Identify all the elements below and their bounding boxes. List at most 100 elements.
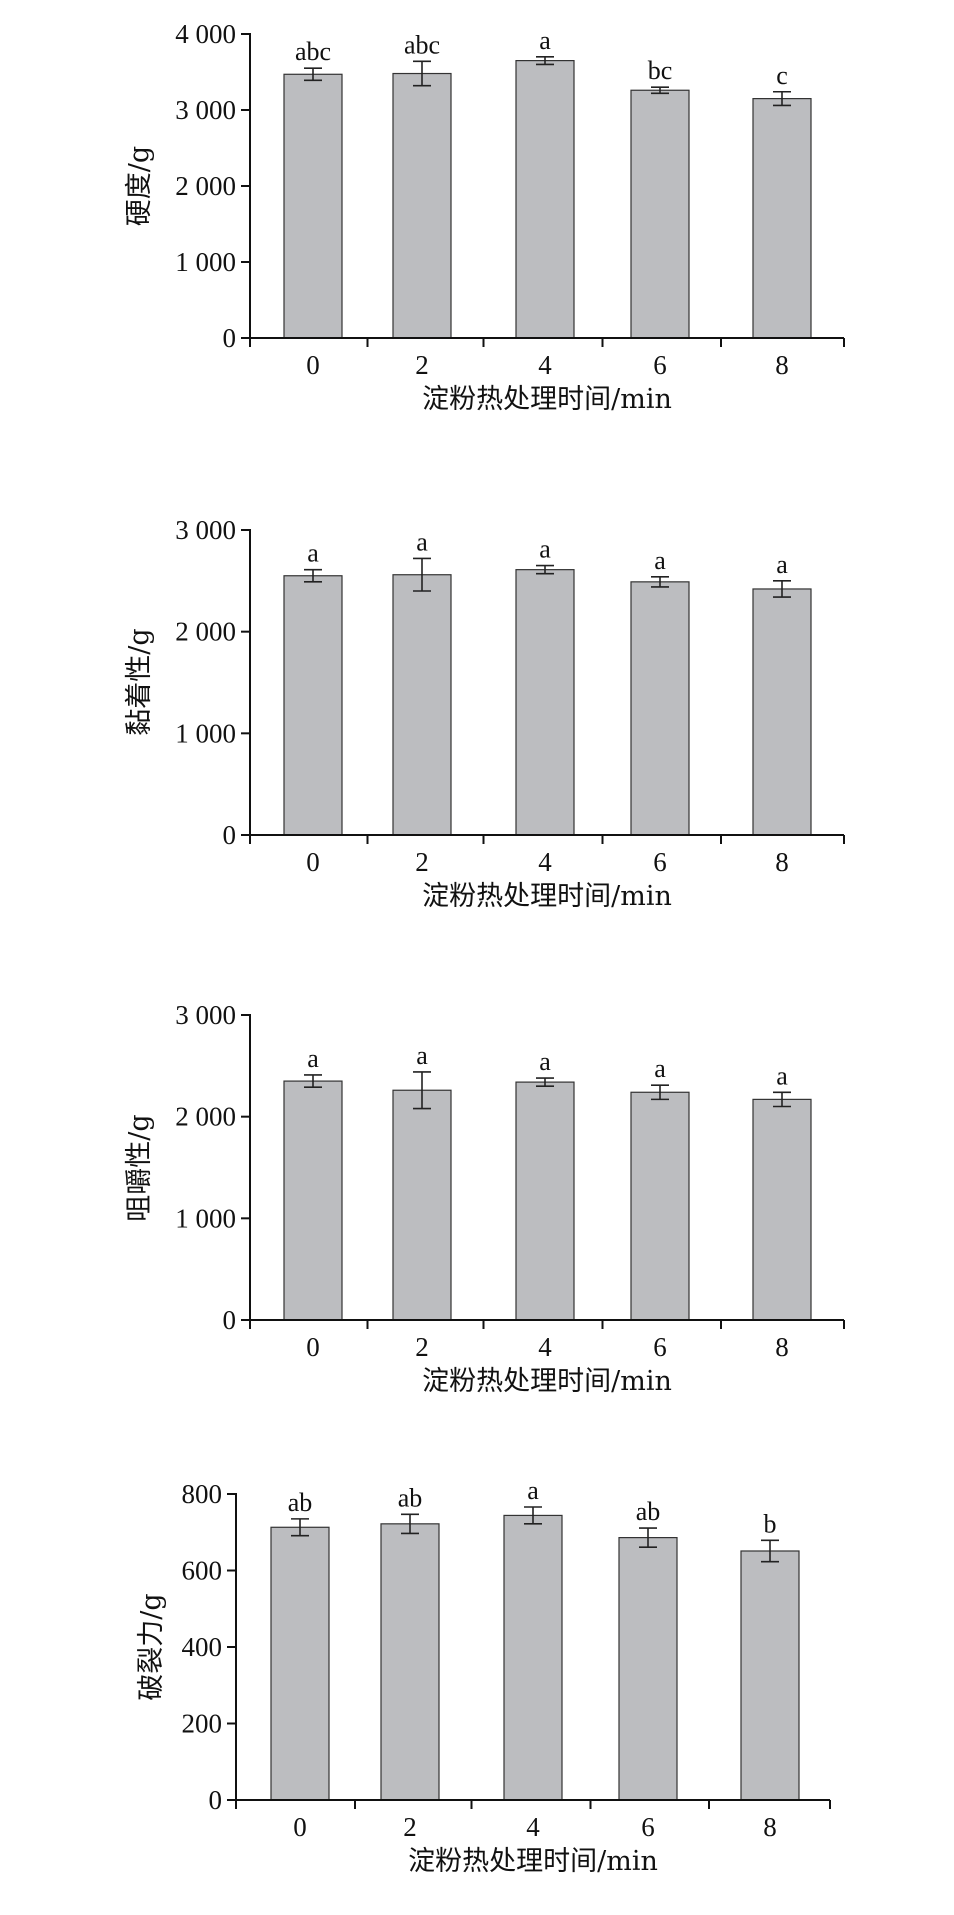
bar-6 — [630, 1091, 690, 1321]
x-tick-label-0: 0 — [293, 1812, 307, 1842]
bar-8 — [740, 1550, 800, 1801]
x-axis-title: 淀粉热处理时间/min — [422, 881, 672, 912]
error-bar-4 — [536, 55, 554, 66]
bar-0 — [283, 73, 343, 339]
x-tick-label-4: 4 — [538, 1332, 552, 1362]
error-bar-6 — [651, 1084, 669, 1101]
x-tick-label-4: 4 — [526, 1812, 540, 1842]
bar-8 — [752, 588, 812, 836]
significance-label-2: a — [416, 527, 428, 556]
error-bar-0 — [304, 568, 322, 583]
x-tick-label-8: 8 — [775, 1332, 789, 1362]
significance-label-0: a — [307, 1044, 319, 1073]
significance-label-6: ab — [636, 1497, 661, 1526]
error-bar-4 — [536, 1077, 554, 1087]
error-bar-0 — [304, 67, 322, 82]
x-tick-label-8: 8 — [775, 847, 789, 877]
significance-label-8: c — [776, 61, 788, 90]
significance-label-2: abc — [404, 30, 440, 59]
y-tick-label: 3 000 — [175, 515, 236, 545]
chart-panel-3: a a a a a 0 1 000 2 000 3 000 0 2 4 6 8 淀粉热处理时间/min 咀嚼性… — [124, 1000, 845, 1397]
significance-label-0: abc — [295, 37, 331, 66]
y-tick-label: 600 — [182, 1556, 223, 1586]
x-tick-label-2: 2 — [403, 1812, 417, 1842]
error-bar-8 — [761, 1539, 779, 1563]
error-bar-6 — [651, 86, 669, 95]
x-tick-label-8: 8 — [763, 1812, 777, 1842]
bar-6 — [630, 89, 690, 339]
bar-6 — [630, 581, 690, 836]
y-tick-label: 4 000 — [175, 19, 236, 49]
x-tick-label-6: 6 — [653, 350, 667, 380]
error-bar-0 — [304, 1074, 322, 1088]
significance-label-6: a — [654, 546, 666, 575]
error-bar-2 — [401, 1513, 419, 1535]
significance-label-8: b — [764, 1509, 777, 1538]
bar-4 — [515, 59, 575, 339]
x-tick-label-6: 6 — [653, 847, 667, 877]
bar-4 — [515, 1081, 575, 1321]
significance-label-4: a — [539, 1047, 551, 1076]
x-tick-label-4: 4 — [538, 350, 552, 380]
x-tick-label-0: 0 — [306, 847, 320, 877]
chart-panel-4: ab ab a ab b 0 200 400 600 800 0 2 4 6 8 淀粉热处理时间/min 破裂力… — [136, 1476, 831, 1877]
bar-8 — [752, 1098, 812, 1321]
y-tick-label: 0 — [223, 1305, 237, 1335]
y-tick-label: 3 000 — [175, 1000, 236, 1030]
y-tick-label: 1 000 — [175, 1203, 236, 1233]
x-tick-label-6: 6 — [641, 1812, 655, 1842]
y-axis-title: 咀嚼性/g — [124, 1114, 155, 1221]
bar-8 — [752, 97, 812, 339]
y-tick-label: 1 000 — [175, 718, 236, 748]
y-axis-title: 黏着性/g — [124, 628, 155, 735]
error-bar-6 — [639, 1527, 657, 1548]
significance-label-6: bc — [648, 56, 673, 85]
y-axis-title: 破裂力/g — [136, 1593, 167, 1700]
y-tick-label: 2 000 — [175, 171, 236, 201]
significance-label-8: a — [776, 1061, 788, 1090]
significance-label-0: ab — [288, 1488, 313, 1517]
x-tick-label-4: 4 — [538, 847, 552, 877]
significance-label-2: ab — [398, 1483, 423, 1512]
error-bar-0 — [291, 1518, 309, 1537]
error-bar-8 — [773, 580, 791, 598]
error-bar-2 — [413, 60, 431, 87]
x-axis-title: 淀粉热处理时间/min — [422, 1366, 672, 1397]
y-axis-title: 硬度/g — [124, 146, 155, 226]
significance-label-4: a — [539, 535, 551, 564]
x-axis-title: 淀粉热处理时间/min — [422, 384, 672, 415]
x-tick-label-2: 2 — [415, 1332, 429, 1362]
bar-0 — [270, 1526, 330, 1801]
error-bar-8 — [773, 1091, 791, 1108]
bar-2 — [380, 1523, 440, 1801]
bar-0 — [283, 1080, 343, 1321]
x-tick-label-0: 0 — [306, 350, 320, 380]
x-tick-label-6: 6 — [653, 1332, 667, 1362]
y-tick-label: 800 — [182, 1479, 223, 1509]
error-bar-6 — [651, 575, 669, 588]
bar-2 — [392, 1089, 452, 1321]
error-bar-2 — [413, 1071, 431, 1110]
y-tick-label: 0 — [223, 820, 237, 850]
bar-2 — [392, 72, 452, 339]
x-tick-label-8: 8 — [775, 350, 789, 380]
chart-panel-2: a a a a a 0 1 000 2 000 3 000 0 2 4 6 8 淀粉热处理时间/min 黏着性… — [124, 515, 845, 912]
error-bar-4 — [536, 564, 554, 575]
significance-label-8: a — [776, 550, 788, 579]
x-tick-label-0: 0 — [306, 1332, 320, 1362]
error-bar-4 — [524, 1506, 542, 1525]
x-tick-label-2: 2 — [415, 847, 429, 877]
x-axis-title: 淀粉热处理时间/min — [408, 1846, 658, 1877]
y-tick-label: 1 000 — [175, 247, 236, 277]
significance-label-0: a — [307, 539, 319, 568]
y-tick-label: 400 — [182, 1632, 223, 1662]
y-tick-label: 0 — [223, 323, 237, 353]
significance-label-6: a — [654, 1054, 666, 1083]
y-tick-label: 2 000 — [175, 1102, 236, 1132]
bar-6 — [618, 1537, 678, 1801]
significance-label-4: a — [527, 1476, 539, 1505]
y-tick-label: 2 000 — [175, 617, 236, 647]
error-bar-2 — [413, 557, 431, 592]
